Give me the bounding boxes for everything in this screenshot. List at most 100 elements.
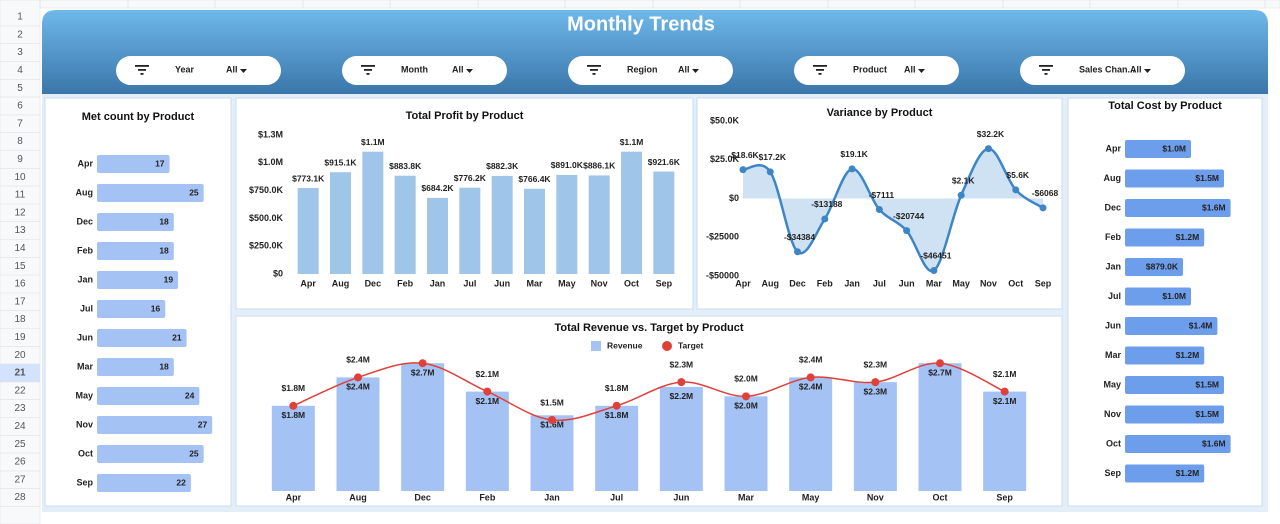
data-label: $1.2M — [1176, 468, 1200, 478]
legend-label: Revenue — [607, 340, 643, 350]
x-tick-label: Feb — [817, 278, 834, 288]
bar — [1125, 464, 1205, 483]
data-label: -$13188 — [811, 199, 842, 209]
bar — [1125, 228, 1205, 247]
data-label: -$6068 — [1032, 188, 1059, 198]
y-tick-label: $500.0K — [249, 213, 284, 223]
data-label: $2.4M — [799, 382, 823, 392]
y-tick-label: Aug — [1104, 173, 1122, 183]
row-number: 5 — [17, 83, 23, 94]
data-label: $17.2K — [759, 152, 787, 162]
filter-dropdown[interactable]: Region All — [568, 56, 733, 85]
chart-title: Met count by Product — [82, 111, 195, 123]
x-tick-label: Jan — [430, 278, 446, 288]
filter-value: All — [1130, 64, 1142, 74]
y-tick-label: Oct — [78, 448, 93, 458]
bar — [1125, 199, 1231, 217]
row-number: 4 — [17, 65, 23, 76]
dashboard-title: Monthly Trends — [567, 13, 715, 35]
y-tick-label: Jun — [1105, 320, 1121, 330]
chart-title: Variance by Product — [827, 107, 933, 119]
y-tick-label: May — [75, 390, 93, 400]
chart-title: Total Revenue vs. Target by Product — [554, 322, 743, 334]
filter-dropdown[interactable]: Year All — [116, 56, 281, 85]
filter-dropdown[interactable]: Product All — [794, 56, 959, 85]
row-number: 1 — [17, 12, 23, 23]
data-label: $1.8M — [605, 410, 629, 420]
bar — [1125, 435, 1231, 453]
filter-icon-bar — [138, 69, 146, 71]
bar — [459, 187, 481, 274]
y-tick-label: $0 — [273, 268, 283, 278]
row-number: 16 — [14, 279, 26, 290]
y-tick-label: Mar — [1105, 350, 1122, 360]
data-label: $2.4M — [346, 355, 370, 365]
x-tick-label: Jun — [899, 278, 915, 288]
bar — [97, 474, 191, 492]
x-tick-label: Jul — [873, 278, 886, 288]
selected-row-header — [0, 364, 40, 382]
x-tick-label: Oct — [1008, 278, 1023, 288]
bar — [97, 300, 166, 318]
row-number: 7 — [17, 118, 23, 129]
data-label: $886.1K — [583, 161, 616, 171]
data-label: $1.5M — [1195, 379, 1219, 389]
x-tick-label: Mar — [926, 278, 943, 288]
x-tick-label: Jun — [494, 278, 510, 288]
bar — [653, 171, 675, 274]
data-label: $921.6K — [648, 157, 681, 167]
data-label: $773.1K — [292, 173, 325, 183]
filter-icon-bar — [587, 65, 601, 67]
legend-swatch — [662, 341, 672, 351]
row-number: 27 — [14, 474, 26, 485]
x-tick-label: Aug — [332, 278, 350, 288]
data-label: 16 — [151, 303, 161, 313]
bar — [588, 175, 610, 274]
data-label: $1.8M — [282, 410, 306, 420]
bar — [1125, 346, 1205, 365]
data-label: $2.7M — [411, 367, 435, 377]
row-number: 6 — [17, 101, 23, 112]
point — [848, 165, 856, 173]
data-label: $879.0K — [1146, 261, 1179, 271]
y-tick-label: Jul — [1108, 291, 1121, 301]
data-label: $2.0M — [734, 401, 758, 411]
x-tick-label: Apr — [286, 492, 302, 502]
y-tick-label: Jul — [80, 303, 93, 313]
area-fill — [743, 148, 1043, 272]
point — [418, 359, 427, 368]
filter-pill — [794, 56, 959, 85]
filter-icon-bar — [361, 65, 375, 67]
filter-icon-bar — [1042, 69, 1050, 71]
bar — [983, 391, 1027, 491]
x-tick-label: Nov — [867, 492, 884, 502]
data-label: $1.5M — [540, 397, 564, 407]
point — [1039, 204, 1047, 212]
data-label: -$20744 — [893, 211, 924, 221]
x-tick-label: Sep — [656, 278, 673, 288]
data-label: $1.2M — [1176, 350, 1200, 360]
data-label: 19 — [164, 274, 174, 284]
y-tick-label: Jan — [77, 274, 93, 284]
bar — [1125, 317, 1218, 335]
filter-dropdown[interactable]: Month All — [342, 56, 507, 85]
chart-title: Total Profit by Product — [406, 110, 524, 122]
bar — [97, 155, 170, 173]
bar — [394, 175, 416, 274]
bar — [724, 396, 768, 491]
data-label: 17 — [155, 158, 165, 168]
bar — [1125, 258, 1184, 276]
y-tick-label: $50.0K — [710, 115, 740, 125]
point — [806, 373, 815, 382]
bar — [97, 358, 174, 376]
data-label: 24 — [185, 390, 195, 400]
data-label: 25 — [189, 448, 199, 458]
row-number: 28 — [14, 492, 26, 503]
filter-dropdown[interactable]: Sales Chan...All — [1020, 56, 1185, 85]
data-label: $2.1M — [993, 396, 1017, 406]
y-tick-label: Nov — [76, 419, 93, 429]
bar — [97, 416, 213, 434]
y-tick-label: Jun — [77, 332, 93, 342]
point — [871, 378, 880, 387]
